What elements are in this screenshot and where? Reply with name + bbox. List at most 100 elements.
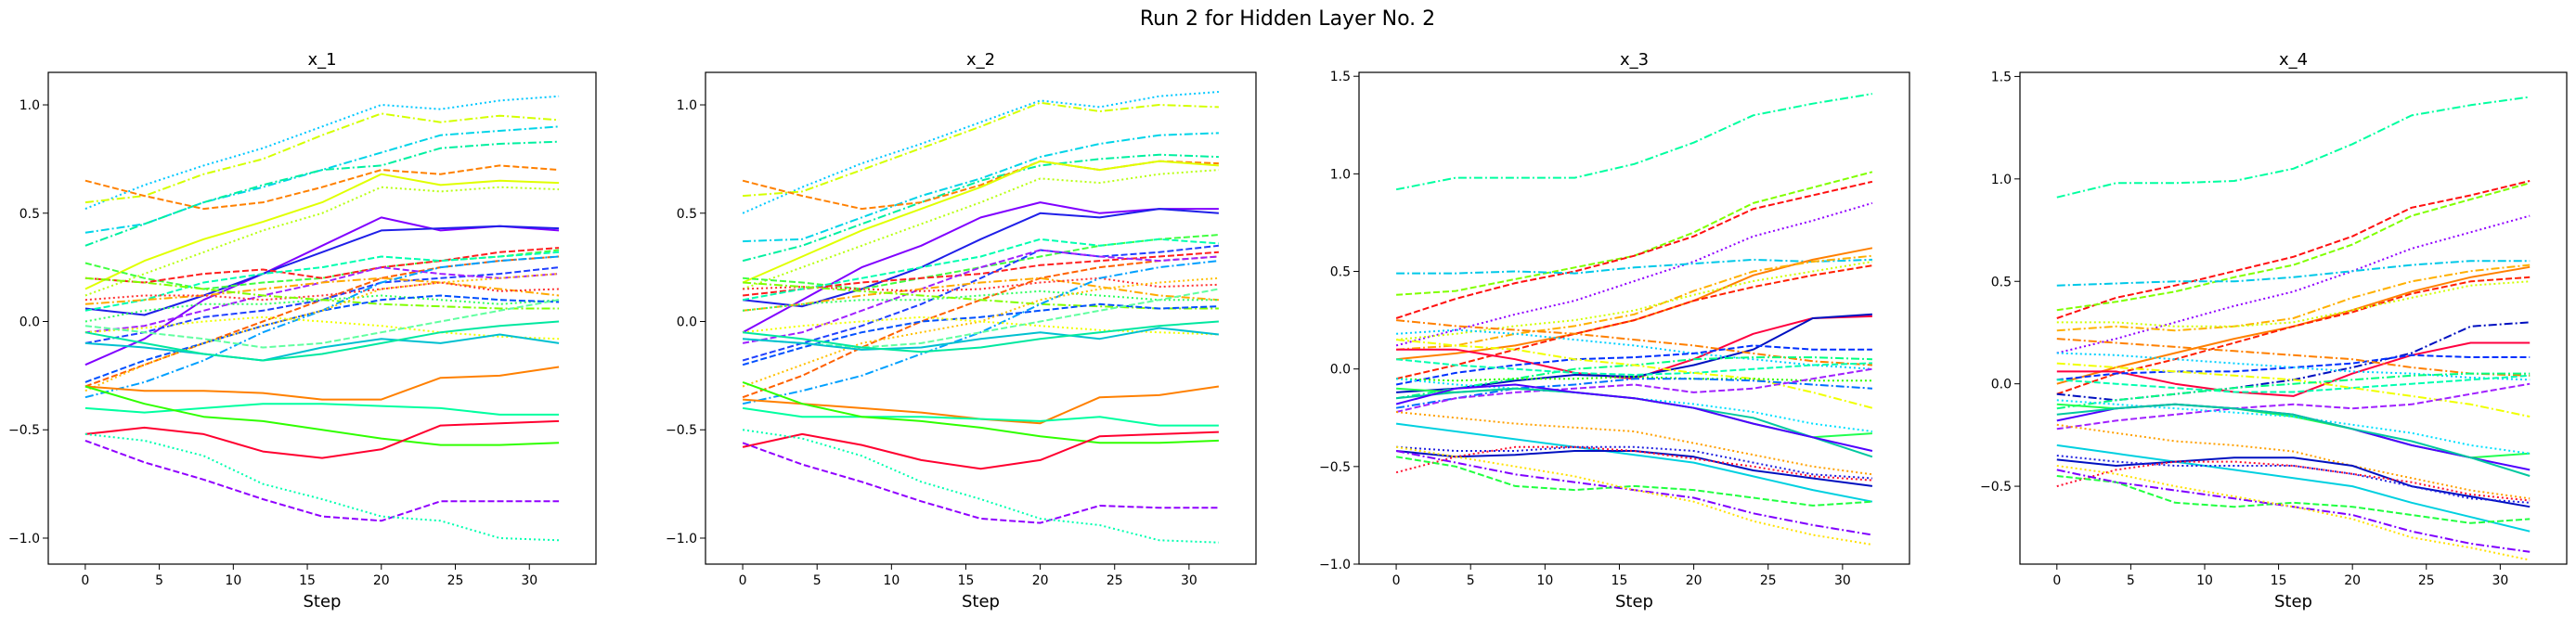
series-line-11 xyxy=(84,247,560,284)
series-line-22 xyxy=(2056,403,2531,477)
series-line-30 xyxy=(1395,456,1872,507)
series-line-24 xyxy=(1395,383,1873,452)
x-tick-label: 25 xyxy=(1760,573,1777,588)
series-line-28 xyxy=(742,406,1219,427)
x-axis-label: Step xyxy=(962,592,1000,611)
series-line-18 xyxy=(2056,382,2531,431)
series-line-3 xyxy=(84,95,560,211)
x-tick-label: 5 xyxy=(1467,573,1475,588)
x-tick-label: 10 xyxy=(225,573,241,588)
x-tick-label: 15 xyxy=(958,573,975,588)
series-line-31 xyxy=(742,442,1219,524)
series-line-29 xyxy=(1396,445,1872,480)
series-line-26 xyxy=(84,320,560,362)
x-tick-label: 0 xyxy=(739,573,747,588)
series-line-25 xyxy=(2056,456,2531,508)
series-line-11 xyxy=(2056,341,2531,397)
series-line-4 xyxy=(84,112,560,204)
series-line-22 xyxy=(1395,367,1873,413)
series-line-20 xyxy=(2056,399,2531,455)
series-group xyxy=(84,95,560,542)
series-line-28 xyxy=(2056,475,2531,524)
subplot-title: x_1 xyxy=(307,50,336,70)
series-line-3 xyxy=(742,91,1219,214)
axes-frame xyxy=(47,71,597,565)
x-tick-label: 30 xyxy=(2492,573,2508,588)
series-line-13 xyxy=(84,251,560,312)
series-line-19 xyxy=(1395,378,1872,409)
x-tick-label: 30 xyxy=(1834,573,1851,588)
series-line-14 xyxy=(742,244,1220,362)
series-line-30 xyxy=(84,419,560,459)
series-line-9 xyxy=(2056,280,2531,328)
x-tick-label: 5 xyxy=(2127,573,2135,588)
series-line-16 xyxy=(2056,362,2531,418)
series-line-16 xyxy=(84,276,560,305)
series-line-23 xyxy=(84,315,560,341)
x-tick-label: 25 xyxy=(447,573,464,588)
y-tick-label: 0.5 xyxy=(1330,265,1351,280)
series-line-8 xyxy=(742,160,1219,284)
x-tick-label: 15 xyxy=(1612,573,1628,588)
x-tick-label: 10 xyxy=(883,573,900,588)
series-line-27 xyxy=(2056,455,2531,504)
y-tick-label: 0.5 xyxy=(19,207,40,222)
series-line-24 xyxy=(2056,443,2531,533)
series-line-12 xyxy=(1396,319,1872,366)
series-line-9 xyxy=(742,169,1219,290)
series-group xyxy=(1395,93,1873,546)
y-tick-label: 0.5 xyxy=(677,207,697,222)
series-line-31 xyxy=(84,439,560,522)
series-line-29 xyxy=(84,385,560,446)
series-line-8 xyxy=(2056,276,2531,395)
series-line-27 xyxy=(84,366,560,401)
series-line-26 xyxy=(742,320,1219,353)
series-line-30 xyxy=(2056,465,2531,561)
series-line-15 xyxy=(2056,374,2531,393)
series-line-25 xyxy=(743,327,1220,351)
series-line-14 xyxy=(2056,352,2531,381)
series-line-8 xyxy=(84,173,560,290)
series-line-32 xyxy=(84,432,560,542)
series-line-5 xyxy=(1396,258,1872,275)
x-tick-label: 0 xyxy=(81,573,89,588)
subplot-x_3: 0 5 10 15 20 25 30 −1.0 −0.5 0.0 0.5 1.0 1.5 x_3 Step xyxy=(1319,50,1910,611)
x-axis-label: Step xyxy=(304,592,342,611)
series-line-17 xyxy=(2056,372,2531,410)
x-tick-label: 30 xyxy=(1181,573,1197,588)
series-line-3 xyxy=(1395,180,1873,319)
y-tick-label: 1.0 xyxy=(1991,173,2012,187)
subplot-x_2: 0 5 10 15 20 25 30 −1.0 −0.5 0.0 0.5 1.0 x_2 Step xyxy=(666,50,1257,611)
series-line-3 xyxy=(2056,182,2531,312)
x-tick-label: 15 xyxy=(2271,573,2287,588)
y-tick-label: −0.5 xyxy=(1980,480,2012,495)
series-line-6 xyxy=(742,153,1219,263)
series-line-1 xyxy=(2056,96,2531,199)
x-tick-label: 0 xyxy=(2052,573,2061,588)
series-line-18 xyxy=(1396,376,1872,382)
y-tick-label: −1.0 xyxy=(666,532,697,546)
subplot-title: x_4 xyxy=(2279,50,2308,70)
series-line-14 xyxy=(1395,344,1872,386)
series-line-2 xyxy=(2056,180,2531,319)
series-line-16 xyxy=(1396,358,1872,376)
series-line-7 xyxy=(2056,264,2531,332)
series-line-7 xyxy=(84,164,560,211)
x-tick-label: 20 xyxy=(373,573,390,588)
series-line-4 xyxy=(743,101,1219,198)
x-axis-label: Step xyxy=(2274,592,2312,611)
x-axis-label: Step xyxy=(1615,592,1653,611)
y-tick-label: 1.5 xyxy=(1330,70,1351,84)
y-tick-label: −0.5 xyxy=(8,423,40,438)
series-line-9 xyxy=(84,186,560,297)
series-group xyxy=(742,91,1220,544)
x-tick-label: 10 xyxy=(2196,573,2213,588)
series-line-30 xyxy=(742,431,1219,470)
x-tick-label: 5 xyxy=(155,573,163,588)
y-tick-label: −1.0 xyxy=(8,532,40,546)
x-tick-label: 0 xyxy=(1392,573,1401,588)
series-line-25 xyxy=(84,333,560,362)
x-tick-label: 30 xyxy=(521,573,537,588)
series-line-13 xyxy=(2056,338,2531,377)
